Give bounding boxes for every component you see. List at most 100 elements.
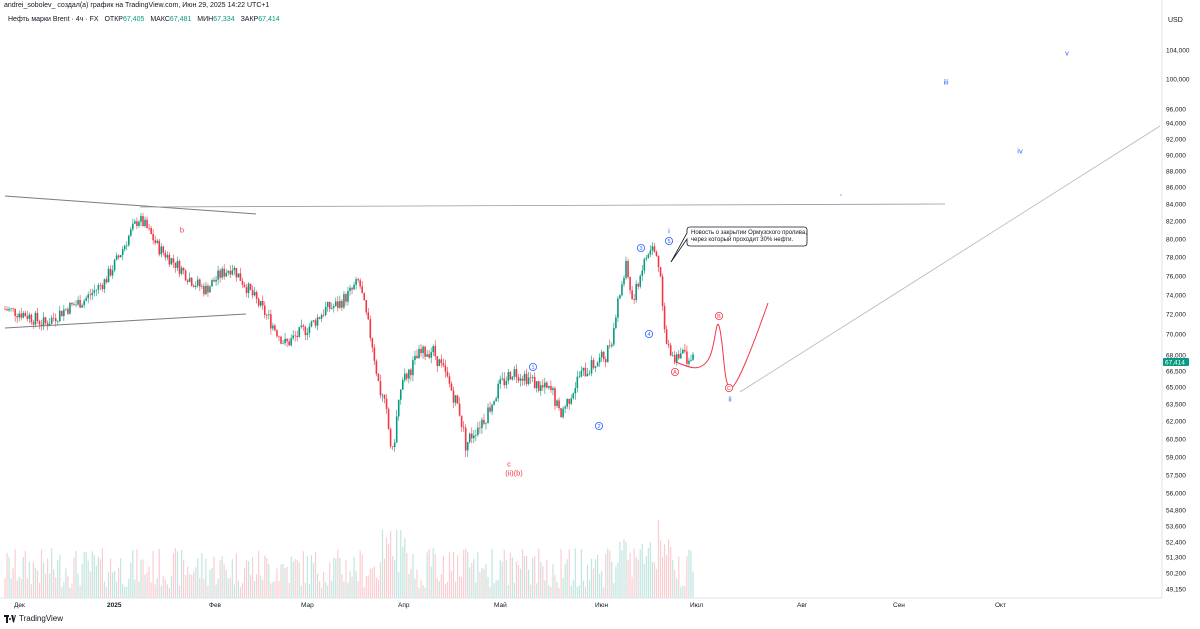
candle-body	[314, 320, 317, 326]
callout-text-line1: Новость о закрытии Ормузского пролива,	[691, 230, 807, 236]
volume-bar	[615, 566, 617, 598]
volume-bar	[542, 565, 544, 598]
symbol-name[interactable]: Нефть марки Brent · 4ч · FX	[8, 16, 99, 23]
volume-bar	[390, 531, 392, 598]
wave-label-text: ii	[728, 395, 732, 404]
volume-bar	[107, 572, 110, 598]
candle-body	[304, 326, 307, 336]
volume-bar	[507, 584, 509, 598]
candle-body	[361, 286, 363, 294]
time-axis[interactable]: Дек 2025 Фев Мар Апр Май Июн Июл Авг Сен Окт	[0, 597, 1162, 609]
price-tick-label: 63,500	[1166, 402, 1186, 409]
volume-bar	[71, 583, 73, 598]
volume-bar	[213, 556, 215, 598]
candle-body	[152, 234, 154, 241]
candle-body	[631, 290, 633, 300]
current-price-tag: 67,414	[1163, 358, 1189, 367]
volume-bar	[627, 559, 629, 598]
wave-label-text: iii	[944, 78, 949, 87]
volume-bar	[278, 580, 280, 598]
candle-body	[410, 369, 412, 376]
price-tick-label: 50,200	[1166, 571, 1186, 578]
projection-wave[interactable]	[675, 302, 769, 389]
candle-body	[255, 292, 258, 299]
candle-body	[219, 270, 221, 278]
volume-bar	[548, 585, 550, 598]
volume-bar	[302, 551, 304, 598]
candle-body	[657, 255, 660, 268]
candle-body	[174, 262, 177, 268]
volume-bar	[14, 549, 16, 598]
candle-body	[180, 267, 183, 274]
volume-bar	[448, 552, 451, 598]
volume-bar	[327, 585, 329, 598]
trendline-upper[interactable]	[4, 195, 257, 215]
volume-bar	[501, 562, 503, 598]
candle-body	[103, 279, 106, 290]
candle-body	[154, 240, 156, 243]
volume-bar	[355, 571, 357, 598]
volume-bar	[18, 576, 20, 598]
volume-bar	[521, 549, 524, 598]
volume-bar	[383, 558, 386, 598]
resistance-line[interactable]	[139, 203, 946, 208]
wave-label-circle	[671, 367, 680, 376]
candle-body	[468, 433, 471, 443]
volume-bar	[678, 556, 680, 598]
candle-body	[263, 305, 266, 316]
candle-body	[61, 310, 63, 317]
volume-bar	[77, 573, 79, 598]
candle-body	[203, 286, 205, 295]
wave-label-text: b	[180, 226, 184, 235]
volume-bar	[617, 562, 619, 598]
volume-bar	[475, 582, 477, 598]
wave-label: 4	[645, 329, 654, 338]
volume-bar	[682, 585, 684, 598]
trendline-lower[interactable]	[4, 313, 247, 329]
price-tick-label: 92,000	[1166, 137, 1186, 144]
candle-body	[111, 270, 114, 276]
candle-body	[302, 325, 305, 327]
price-tick-label: 72,000	[1166, 312, 1186, 319]
candle-body	[50, 317, 53, 324]
candle-body	[613, 327, 615, 345]
candle-body	[170, 258, 173, 265]
candle-body	[227, 270, 230, 273]
volume-bar	[85, 552, 87, 598]
candle-body	[608, 345, 611, 347]
candle-body	[434, 346, 437, 357]
candle-body	[582, 367, 585, 371]
candle-body	[408, 369, 410, 379]
candle-body	[32, 322, 35, 325]
wave-label: ii	[728, 395, 732, 404]
candle-body	[178, 260, 181, 274]
volume-bar	[643, 563, 645, 598]
candle-body	[424, 346, 426, 357]
volume-bar	[227, 578, 229, 598]
candle-body	[77, 299, 79, 305]
candle-body	[406, 373, 408, 379]
candle-body	[680, 353, 682, 359]
candle-body	[162, 246, 165, 253]
candle-body	[546, 382, 548, 388]
volume-bar	[243, 568, 246, 598]
price-axis[interactable]: USD 104,000 100,000 96,000 94,000 92,000 90,00…	[1161, 0, 1190, 598]
candle-body	[8, 308, 10, 311]
projection-line[interactable]	[739, 125, 1161, 393]
volume-histogram	[4, 520, 694, 598]
volume-bar	[113, 571, 116, 598]
volume-bar	[331, 580, 333, 598]
candle-body	[52, 317, 55, 319]
candle-body	[665, 329, 668, 344]
candle-body	[22, 312, 25, 318]
candle-body	[513, 369, 516, 377]
candle-body	[213, 280, 215, 282]
volume-bar	[690, 550, 692, 598]
news-callout[interactable]: Новость о закрытии Ормузского пролива, ч…	[670, 226, 808, 263]
candle-body	[274, 325, 276, 331]
volume-bar	[282, 563, 284, 598]
volume-bar	[79, 585, 81, 598]
candle-body	[276, 330, 278, 337]
volume-bar	[345, 559, 347, 598]
